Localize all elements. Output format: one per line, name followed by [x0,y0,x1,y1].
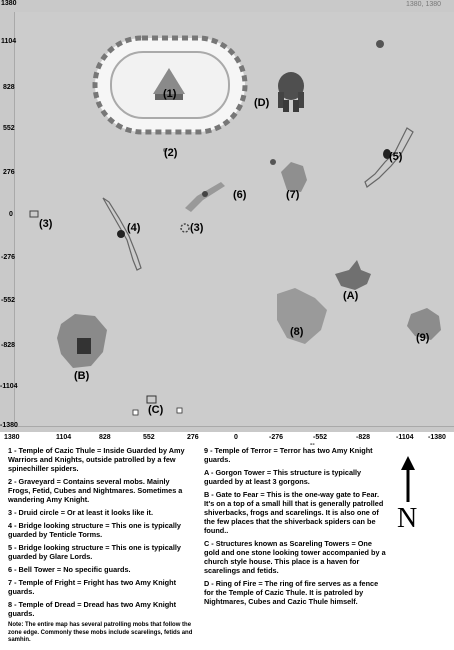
label-B: (B) [74,370,90,382]
legend-item-8: 8 - Temple of Dread = Dread has two Amy … [8,600,177,618]
legend-item-2: 2 - Graveyard = Contains several mobs. M… [8,477,183,504]
corner-coord-right: 1380, 1380 [406,1,442,8]
scareling-tower-gold [132,409,139,416]
x-tick-3: 828 [99,434,111,441]
legend-item-5: 5 - Bridge looking structure = This one … [8,543,181,561]
x-tick-11: -1380 [428,434,446,441]
x-tick-4: 552 [143,434,155,441]
label-C: (C) [148,404,164,416]
druid-circle-edge-icon [29,210,39,218]
x-tick-7: -276 [269,434,284,441]
temple-fright-marker [270,159,276,165]
y-tick-4: 276 [3,169,15,176]
y-tick-7: -552 [1,297,16,304]
x-tick-10: -1104 [396,434,414,441]
y-tick-3: 552 [3,125,15,132]
bridge-4-structure [102,197,142,271]
y-tick-2: 828 [3,84,15,91]
map-features [29,35,441,416]
y-tick-10: -1380 [0,422,18,429]
label-D: (D) [254,97,270,109]
label-A: (A) [343,290,359,302]
legend-item-B: B - Gate to Fear = This is the one-way g… [204,490,384,535]
north-arrow-icon [401,456,415,502]
x-tick-2: 1104 [56,434,72,441]
x-axis-dash: -- [310,441,315,448]
legend-item-7: 7 - Temple of Fright = Fright has two Am… [8,578,177,596]
bell-tower-node [202,191,208,197]
temple-base [155,94,183,100]
gorgon-tower-icon [335,260,371,290]
label-2: (2) [164,147,178,159]
temple-cazic-thule-icon [153,68,185,94]
map-area [14,12,454,427]
label-1: (1) [163,88,177,100]
gate-door [77,338,91,354]
graveyard-marker [163,148,167,152]
y-tick-6: -276 [1,254,16,261]
legend-item-D: D - Ring of Fire = The ring of fire serv… [204,579,379,606]
label-3-edge: (3) [39,218,53,230]
legend-item-C: C - Structures known as Scareling Towers… [204,539,386,575]
legend-item-6: 6 - Bell Tower = No specific guards. [8,565,131,574]
temple-of-terror-icon [407,308,441,340]
legend-item-1: 1 - Temple of Cazic Thule = Inside Guard… [8,446,185,473]
legend-item-A: A - Gorgon Tower = This structure is typ… [204,468,362,486]
corner-coord: 1380 [1,0,17,7]
y-tick-1: 1104 [1,38,17,45]
legend-note: Note: The entire map has several patroll… [8,622,193,643]
x-tick-1: 1380 [4,434,20,441]
temple-of-dread-icon [277,288,327,344]
north-letter: N [397,503,418,534]
label-6: (6) [233,189,247,201]
legend-right-column: 9 - Temple of Terror = Terror has two Am… [204,446,389,610]
legend-item-9: 9 - Temple of Terror = Terror has two Am… [204,446,373,464]
label-8: (8) [290,326,304,338]
bridge-4-node [117,230,125,238]
legend: 1 - Temple of Cazic Thule = Inside Guard… [0,446,454,650]
scareling-tower-stone [146,395,157,404]
legend-left-column: 1 - Temple of Cazic Thule = Inside Guard… [8,446,193,645]
x-tick-5: 276 [187,434,199,441]
druid-circle-icon [180,223,190,233]
y-tick-8: -828 [1,342,16,349]
y-tick-5: 0 [9,211,13,218]
label-4: (4) [127,222,141,234]
label-5: (5) [389,151,403,163]
y-tick-9: -1104 [0,383,18,390]
legend-item-4: 4 - Bridge looking structure = This one … [8,521,181,539]
temple-of-fright-icon [281,162,307,192]
church-house [176,407,183,414]
zone-map: 1380 1380, 1380 1104 828 552 276 0 -276 … [0,0,454,448]
x-tick-8: -552 [313,434,328,441]
label-7: (7) [286,189,300,201]
bridge-5-node [383,149,391,159]
top-right-structure [376,40,384,48]
label-9: (9) [416,332,430,344]
label-3-center: (3) [190,222,204,234]
cazic-thule-creature-icon [278,72,304,112]
x-tick-6: 0 [234,434,238,441]
legend-item-3: 3 - Druid circle = Or at least it looks … [8,508,153,517]
x-tick-9: -828 [356,434,371,441]
